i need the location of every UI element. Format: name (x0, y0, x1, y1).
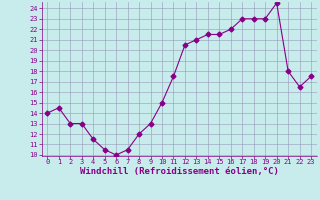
X-axis label: Windchill (Refroidissement éolien,°C): Windchill (Refroidissement éolien,°C) (80, 167, 279, 176)
